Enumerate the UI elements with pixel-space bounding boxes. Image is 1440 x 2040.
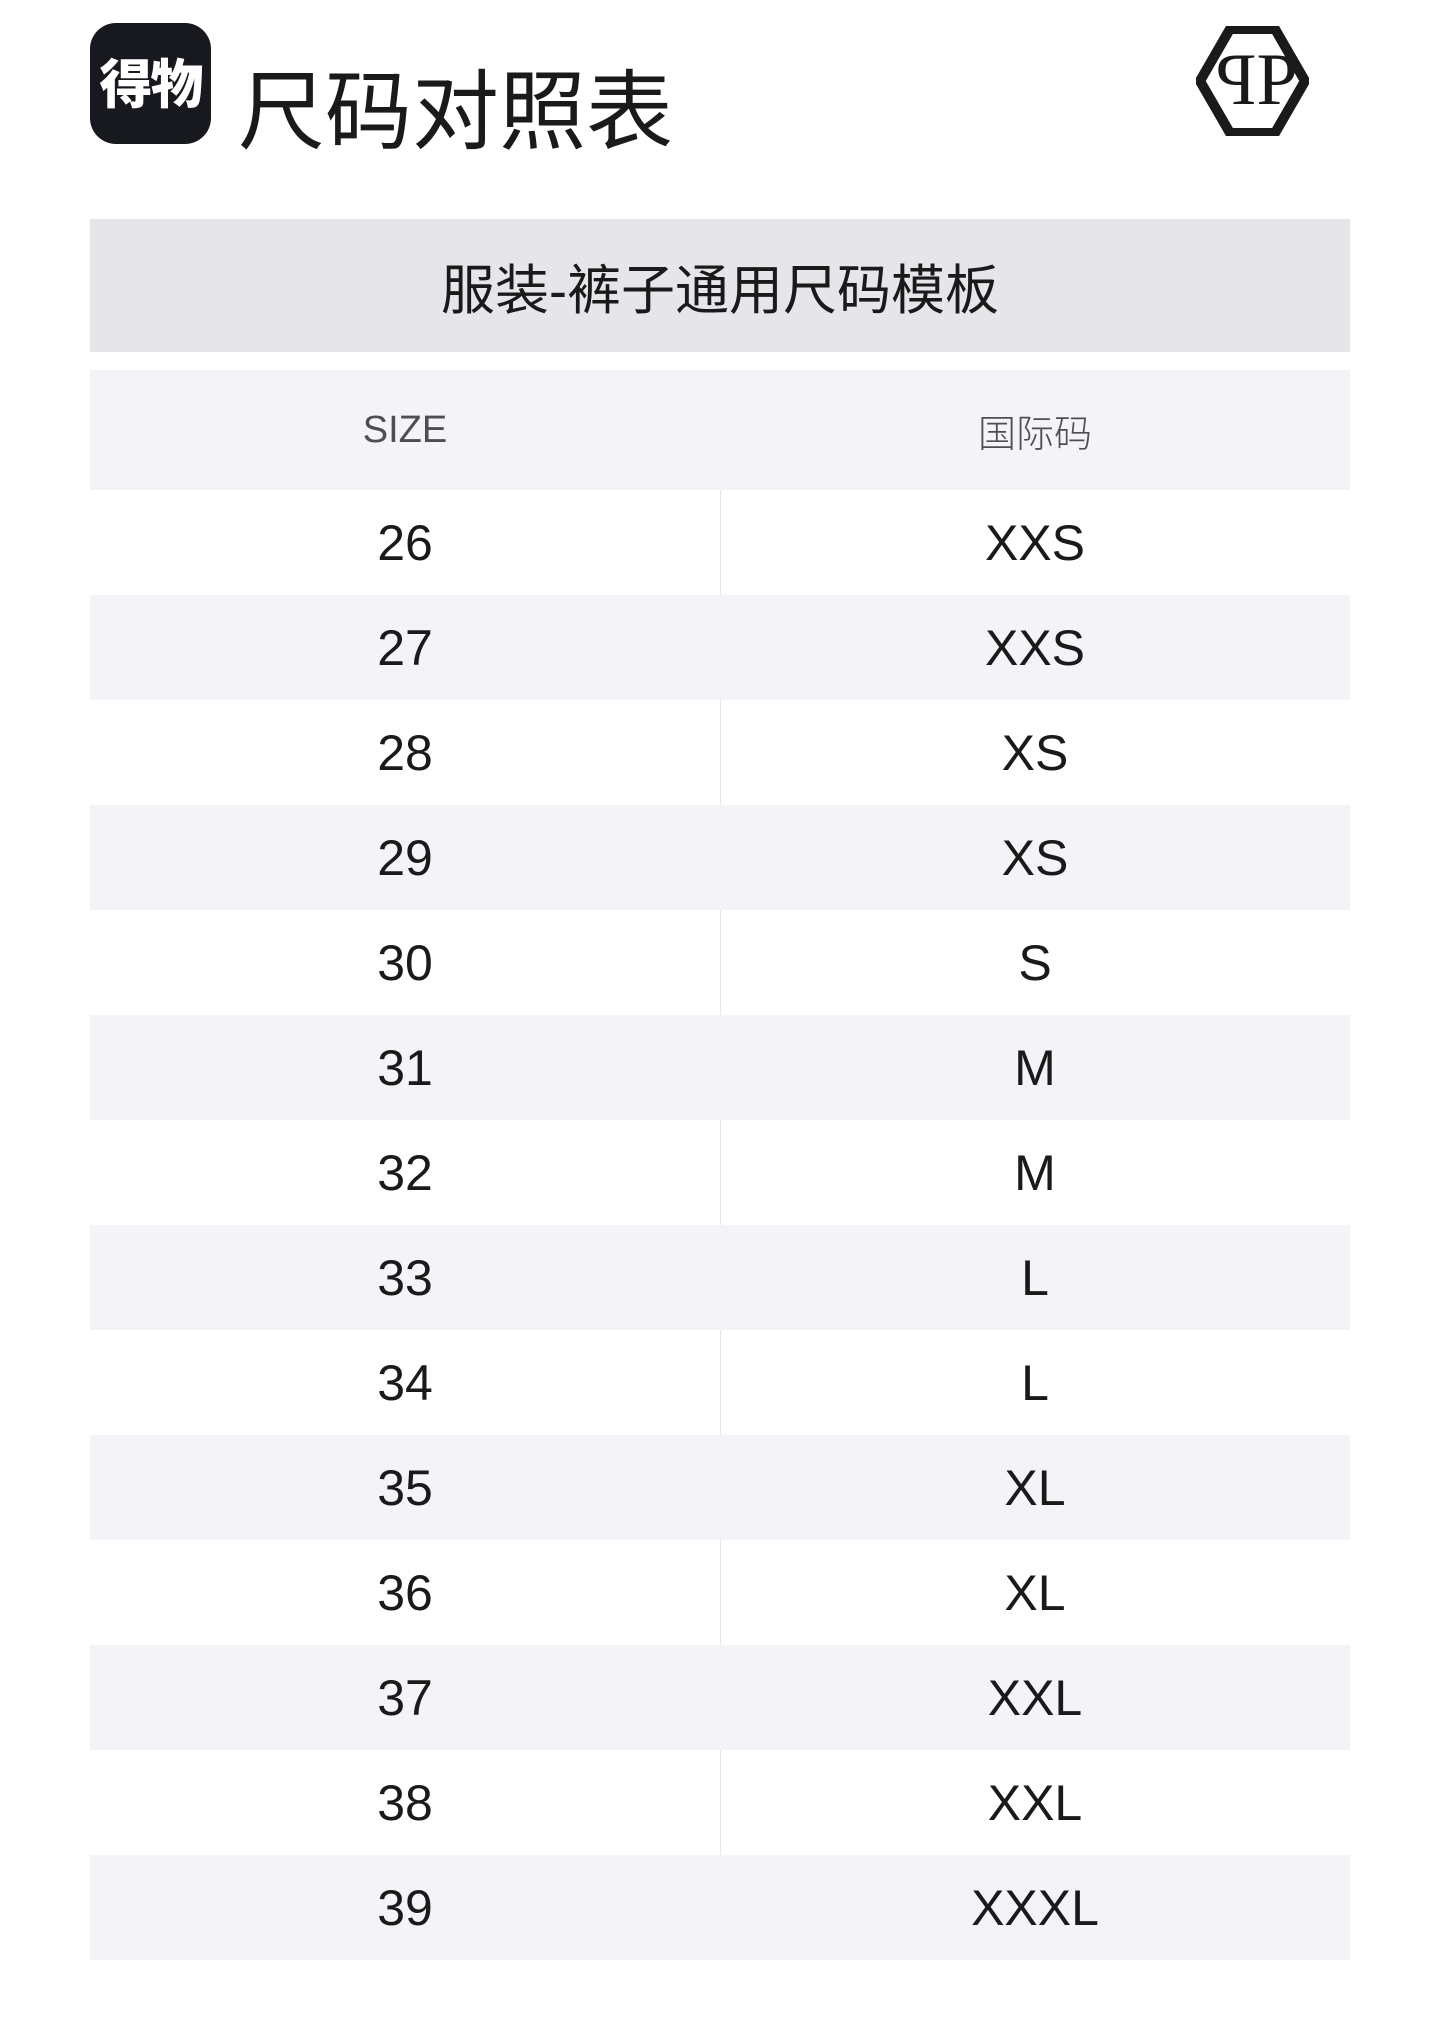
svg-text:P: P — [1215, 39, 1256, 121]
svg-text:得物: 得物 — [100, 43, 203, 119]
svg-text:P: P — [1257, 39, 1298, 121]
